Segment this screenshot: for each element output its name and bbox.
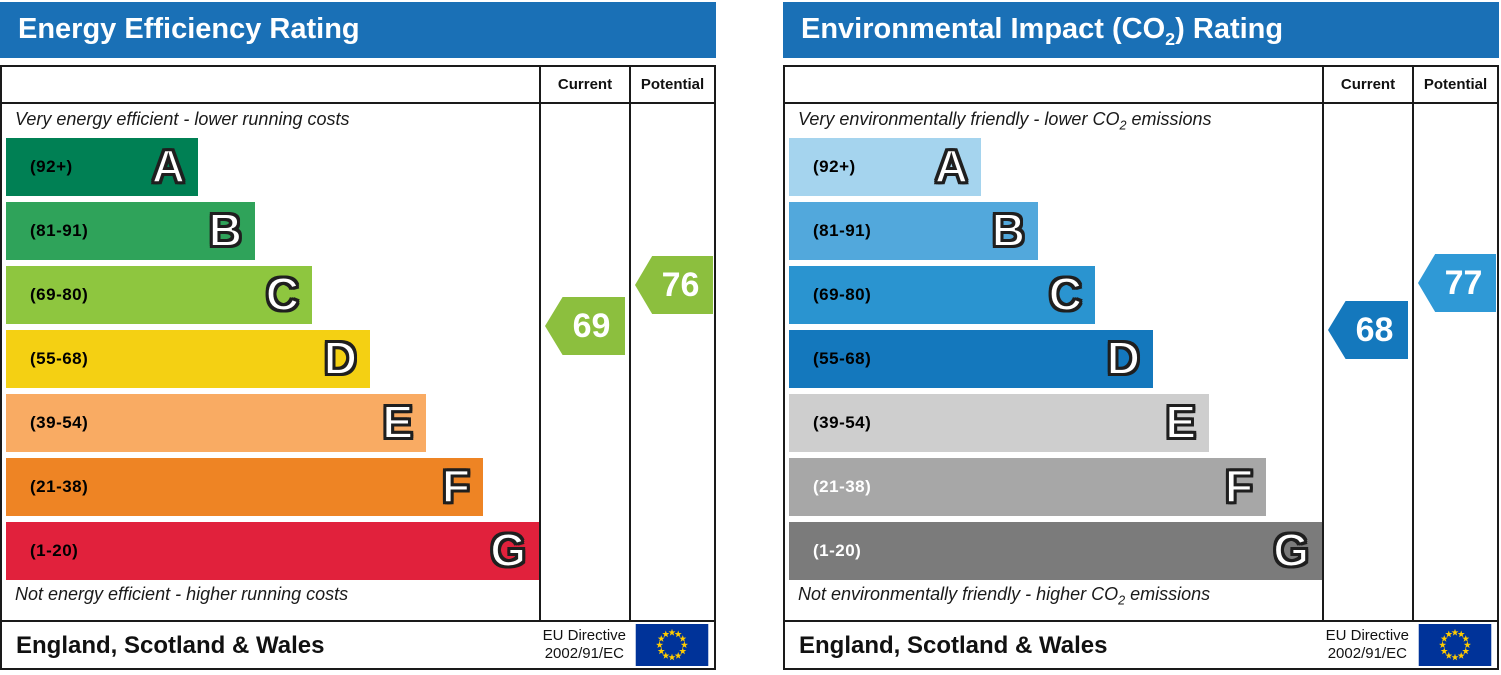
band-f: (21-38) F <box>6 458 483 516</box>
current-column-header: Current <box>1340 76 1396 93</box>
eu-directive-label: EU Directive 2002/91/EC <box>1326 622 1409 668</box>
bottom-note-text: Not environmentally friendly - higher CO <box>798 584 1119 604</box>
top-note-text: Very energy efficient - lower running co… <box>15 109 350 129</box>
band-range-label: (39-54) <box>813 413 872 432</box>
band-range-label: (21-38) <box>30 477 89 496</box>
band-range-label: (21-38) <box>813 477 872 496</box>
band-letter: D <box>1106 331 1141 385</box>
band-range-label: (92+) <box>813 157 856 176</box>
footer-bar: England, Scotland & Wales EU Directive 2… <box>783 620 1499 670</box>
band-letter: F <box>441 459 471 513</box>
rating-table: Current Potential Very energy efficient … <box>0 65 716 622</box>
potential-rating-value: 77 <box>1444 263 1483 302</box>
panel-title: Energy Efficiency Rating <box>18 13 360 45</box>
band-letter: C <box>1048 267 1083 321</box>
bottom-note-text: Not energy efficient - higher running co… <box>15 584 349 604</box>
band-letter: B <box>991 203 1026 257</box>
band-range-label: (69-80) <box>813 285 872 304</box>
eu-flag-icon <box>1418 624 1492 666</box>
panel-title-bar: Environmental Impact (CO2) Rating <box>783 2 1499 58</box>
band-letter: E <box>1164 395 1197 449</box>
region-label: England, Scotland & Wales <box>16 632 325 659</box>
panel-title-bar: Energy Efficiency Rating <box>0 2 716 58</box>
potential-rating-arrow: 76 <box>635 256 713 314</box>
band-letter: G <box>489 523 527 577</box>
band-letter: C <box>265 267 300 321</box>
current-column-header: Current <box>557 76 613 93</box>
current-column-divider <box>1322 67 1324 620</box>
eu-directive-line1: EU Directive <box>542 627 626 644</box>
band-letter: A <box>151 139 186 193</box>
eu-directive-label: EU Directive 2002/91/EC <box>543 622 626 668</box>
eu-directive-line2: 2002/91/EC <box>544 645 624 662</box>
region-label: England, Scotland & Wales <box>799 632 1108 659</box>
current-column-divider <box>539 67 541 620</box>
top-note: Very environmentally friendly - lower CO… <box>798 109 1212 133</box>
top-note-post: emissions <box>1126 109 1212 129</box>
band-b: (81-91) B <box>789 202 1038 260</box>
band-letter: G <box>1272 523 1310 577</box>
potential-rating-value: 76 <box>661 265 700 304</box>
top-note: Very energy efficient - lower running co… <box>15 109 350 130</box>
band-e: (39-54) E <box>6 394 426 452</box>
band-letter: D <box>323 331 358 385</box>
potential-column-header: Potential <box>640 76 705 93</box>
bottom-note-post: emissions <box>1125 584 1211 604</box>
band-letter: F <box>1224 459 1254 513</box>
current-rating-value: 69 <box>572 306 611 345</box>
potential-column-divider <box>629 67 631 620</box>
band-c: (69-80) C <box>789 266 1095 324</box>
band-c: (69-80) C <box>6 266 312 324</box>
band-range-label: (69-80) <box>30 285 89 304</box>
band-range-label: (39-54) <box>30 413 89 432</box>
band-letter: A <box>934 139 969 193</box>
panel-title-subscript: 2 <box>1165 28 1176 49</box>
band-range-label: (92+) <box>30 157 73 176</box>
potential-column-header: Potential <box>1423 76 1488 93</box>
table-header-row <box>2 67 714 104</box>
band-g: (1-20) G <box>6 522 539 580</box>
current-rating-arrow: 68 <box>1328 301 1408 359</box>
table-header-row <box>785 67 1497 104</box>
band-g: (1-20) G <box>789 522 1322 580</box>
potential-column-divider <box>1412 67 1414 620</box>
band-d: (55-68) D <box>6 330 370 388</box>
bottom-note-subscript: 2 <box>1118 593 1126 608</box>
panel-title: Environmental Impact (CO <box>801 13 1166 45</box>
band-range-label: (81-91) <box>30 221 89 240</box>
band-letter: B <box>208 203 243 257</box>
band-range-label: (55-68) <box>813 349 872 368</box>
band-range-label: (81-91) <box>813 221 872 240</box>
band-a: (92+) A <box>6 138 198 196</box>
rating-table: Current Potential Very environmentally f… <box>783 65 1499 622</box>
band-range-label: (1-20) <box>30 541 79 560</box>
band-letter: E <box>381 395 414 449</box>
eu-flag-icon <box>635 624 709 666</box>
eu-directive-line2: 2002/91/EC <box>1327 645 1407 662</box>
band-d: (55-68) D <box>789 330 1153 388</box>
band-e: (39-54) E <box>789 394 1209 452</box>
potential-rating-arrow: 77 <box>1418 254 1496 312</box>
top-note-subscript: 2 <box>1119 118 1127 133</box>
band-f: (21-38) F <box>789 458 1266 516</box>
band-range-label: (1-20) <box>813 541 862 560</box>
band-b: (81-91) B <box>6 202 255 260</box>
environmental-impact-panel: Environmental Impact (CO2) Rating Curren… <box>783 0 1501 675</box>
top-note-text: Very environmentally friendly - lower CO <box>798 109 1120 129</box>
bottom-note: Not environmentally friendly - higher CO… <box>798 584 1211 608</box>
panel-title-post: ) Rating <box>1175 13 1284 45</box>
band-a: (92+) A <box>789 138 981 196</box>
current-rating-value: 68 <box>1355 310 1394 349</box>
eu-directive-line1: EU Directive <box>1325 627 1409 644</box>
footer-bar: England, Scotland & Wales EU Directive 2… <box>0 620 716 670</box>
energy-efficiency-panel: Energy Efficiency Rating Current Potenti… <box>0 0 718 675</box>
band-range-label: (55-68) <box>30 349 89 368</box>
current-rating-arrow: 69 <box>545 297 625 355</box>
bottom-note: Not energy efficient - higher running co… <box>15 584 348 605</box>
